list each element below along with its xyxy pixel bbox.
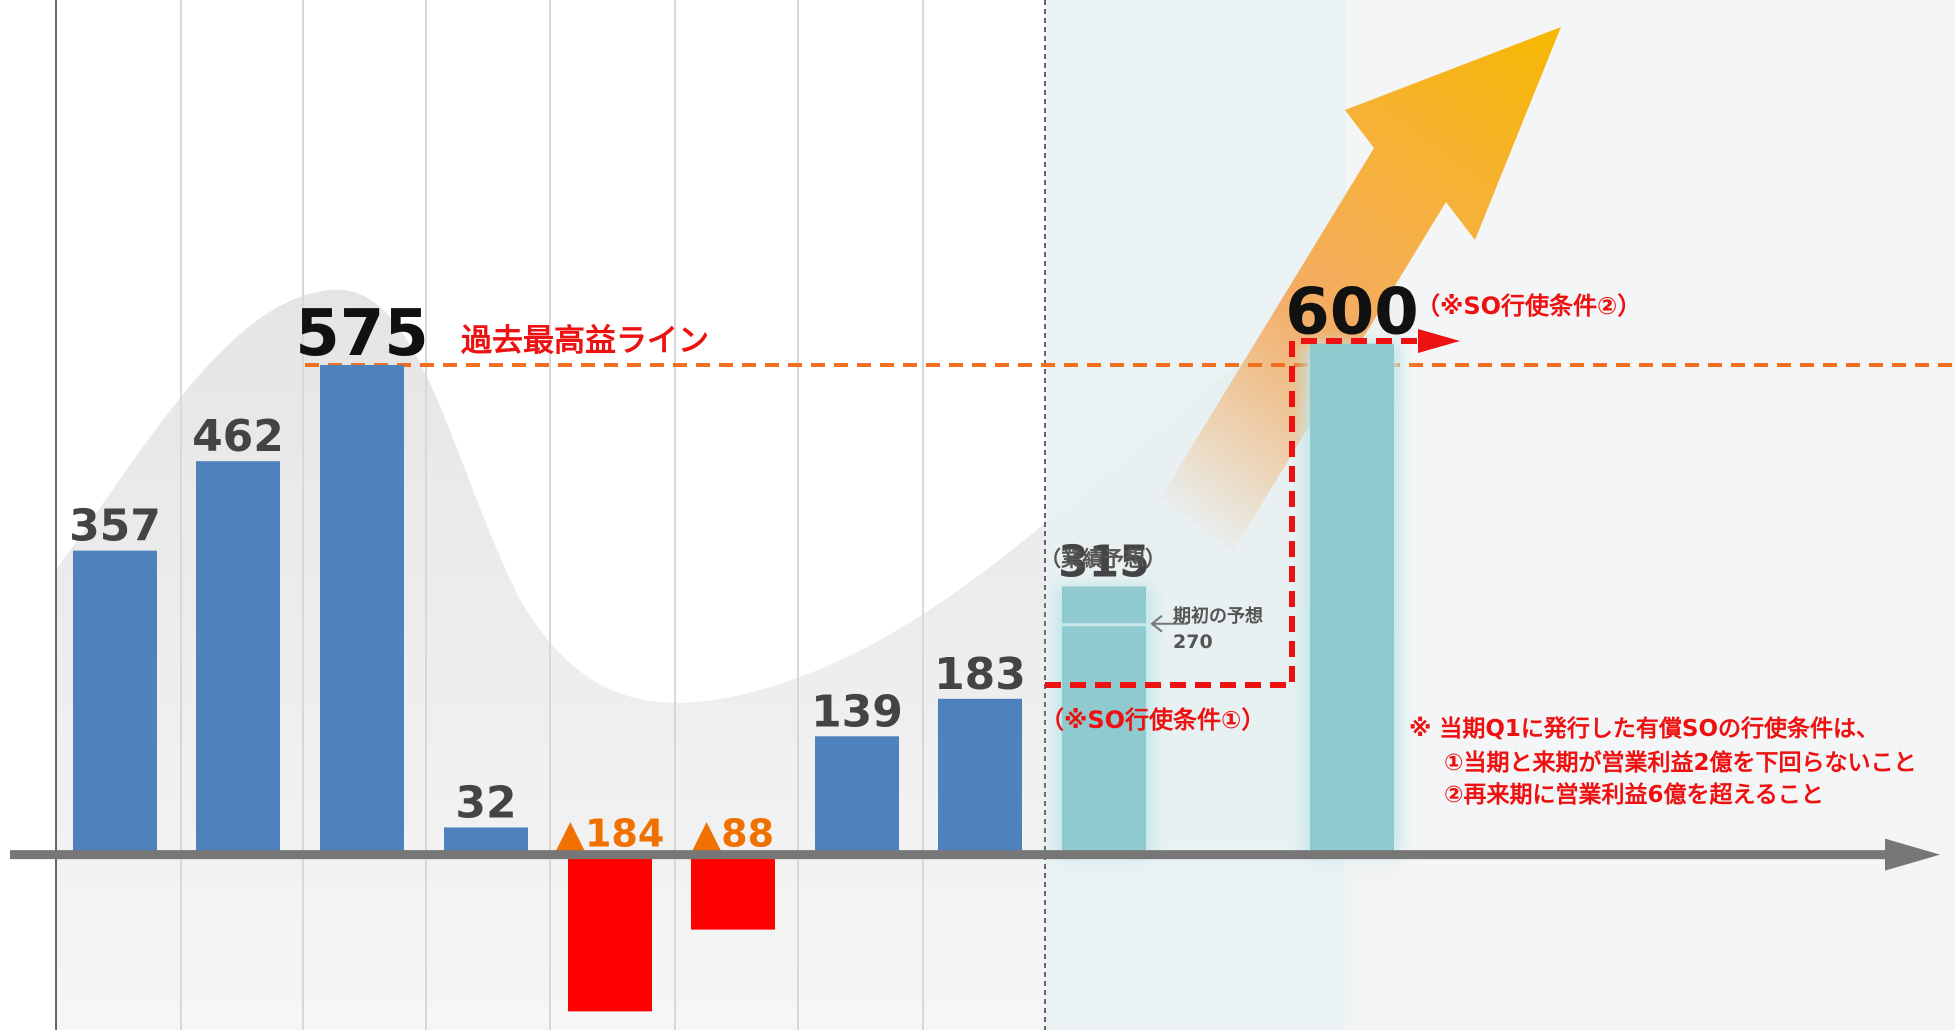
bar xyxy=(691,854,775,930)
value-label: 357 xyxy=(69,501,161,552)
bar xyxy=(320,364,404,855)
x-axis-arrowhead xyxy=(1885,838,1940,871)
value-label: 462 xyxy=(192,411,284,462)
initial-forecast-label: 期初の予想 xyxy=(1173,605,1263,627)
bar xyxy=(568,854,652,1012)
bar xyxy=(73,550,157,855)
value-label: 183 xyxy=(934,649,1026,700)
initial-forecast-value: 270 xyxy=(1173,631,1213,653)
value-label: ▲88 xyxy=(692,812,774,856)
bar xyxy=(196,461,280,855)
bar xyxy=(444,827,528,855)
note-line: ※ 当期Q1に発行した有償SOの行使条件は、 xyxy=(1409,715,1879,742)
value-label: 600 xyxy=(1285,276,1419,350)
condition2-label: （※SO行使条件②） xyxy=(1416,292,1641,320)
condition-arrowhead xyxy=(1418,329,1460,353)
value-label: ▲184 xyxy=(556,812,665,856)
bar xyxy=(1310,343,1394,855)
initial-forecast-pointer xyxy=(1150,614,1188,633)
condition1-label: （※SO行使条件①） xyxy=(1040,706,1265,734)
value-label: 139 xyxy=(811,686,903,737)
value-label: 32 xyxy=(455,777,516,828)
note-line: ①当期と来期が営業利益2億を下回らないこと xyxy=(1444,749,1916,776)
bar xyxy=(938,698,1022,855)
record-line-label: 過去最高益ライン xyxy=(461,323,709,359)
value-label: 315 xyxy=(1058,536,1150,587)
bar xyxy=(1062,586,1146,855)
note-line: ②再来期に営業利益6億を超えること xyxy=(1444,781,1824,808)
value-label: 575 xyxy=(295,297,429,371)
bar xyxy=(815,736,899,855)
condition-path xyxy=(1045,338,1420,688)
growth-arrow xyxy=(1161,27,1561,551)
forecast-label: （業績予想） xyxy=(1040,547,1166,571)
